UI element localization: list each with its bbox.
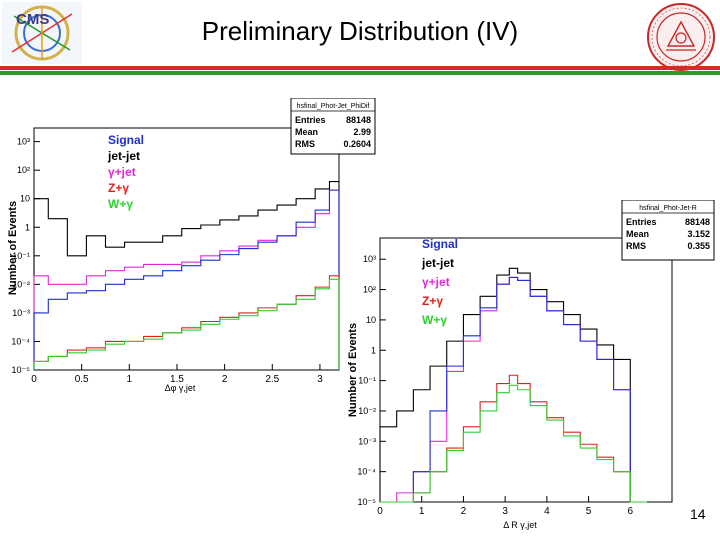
series-signal-line [33, 189, 340, 370]
x-tick-label: 3 [317, 374, 323, 385]
stats-value: 0.355 [687, 241, 710, 251]
y-tick-label: 10⁻⁵ [12, 365, 31, 375]
y-tick-label: 10 [20, 194, 30, 204]
y-tick-label: 10⁻⁵ [358, 497, 377, 507]
series-w-line [380, 384, 647, 503]
x-tick-label: 2.5 [265, 374, 279, 385]
x-tick-label: 2 [222, 374, 228, 385]
page-title: Preliminary Distribution (IV) [201, 16, 519, 46]
y-tick-label: 10⁻¹ [12, 251, 30, 261]
y-tick-label: 10⁻³ [358, 436, 376, 446]
cms-logo: CMS [2, 2, 82, 64]
x-tick-label: 0 [377, 506, 383, 517]
series-jet-line [33, 189, 340, 370]
x-axis-label: Δφ γ,jet [165, 383, 196, 393]
stats-label: RMS [295, 139, 315, 149]
chart-delta-phi-svg: 10³ 10² 10 1 10⁻¹ 10⁻² 10⁻³ 10⁻⁴ 10⁻⁵0 0.5 1 1.5 2 2.… [7, 97, 376, 393]
legend-entry: Z+γ [108, 181, 129, 195]
x-tick-label: 1.5 [170, 374, 184, 385]
stats-box-name: hsfinal_Phot-Jet_PhiDif [297, 103, 370, 110]
y-tick-label: 10⁻⁴ [357, 467, 376, 477]
x-tick-label: 0.5 [75, 374, 89, 385]
x-tick-label: 2 [461, 506, 467, 517]
header-rule-green [0, 71, 720, 75]
stats-box [621, 199, 715, 261]
x-tick-label: 3 [502, 506, 508, 517]
y-tick-label: 10⁻¹ [358, 376, 376, 386]
stats-label: Mean [295, 127, 318, 137]
x-tick-label: 6 [628, 506, 634, 517]
x-tick-label: 1 [419, 506, 425, 517]
stats-label: Mean [626, 229, 649, 239]
y-tick-label: 10⁻² [358, 406, 376, 416]
legend-entry: Z+γ [422, 294, 443, 308]
y-tick-label: 10 [366, 315, 376, 325]
plot-frame [379, 237, 673, 503]
legend-entry: γ+jet [108, 165, 136, 179]
series-w-line [33, 278, 340, 370]
slide-number: 14 [690, 506, 706, 522]
legend-entry: γ+jet [422, 275, 450, 289]
plot-frame [33, 127, 340, 371]
legend-entry: Signal [422, 237, 458, 251]
legend-entry: Signal [108, 133, 144, 147]
y-tick-label: 10³ [363, 254, 376, 264]
legend-entry: W+γ [422, 313, 447, 327]
x-tick-label: 1 [127, 374, 133, 385]
chart-delta-r: 10³ 10² 10 1 10⁻¹ 10⁻² 10⁻³ 10⁻⁴ 10⁻⁵ 0 1 2 3 4 5 6 Δ R … [342, 199, 716, 536]
x-tick-label: 0 [31, 374, 37, 385]
legend-entry: jet-jet [421, 256, 454, 270]
y-tick-label: 10⁻⁴ [11, 336, 30, 346]
legend-entry: jet-jet [107, 149, 140, 163]
y-tick-label: 1 [371, 345, 376, 355]
y-tick-label: 10⁻² [12, 279, 30, 289]
stats-box [290, 97, 376, 155]
university-seal-icon [646, 2, 716, 72]
y-tick-label: 1 [25, 222, 30, 232]
stats-label: Entries [295, 115, 326, 125]
series-signal-line [380, 276, 647, 503]
y-axis-label: Number of Events [347, 323, 359, 417]
header-rule-red [0, 66, 720, 70]
stats-value: 2.99 [353, 127, 371, 137]
x-axis-label: Δ R γ,jet [503, 520, 537, 530]
y-tick-label: 10² [17, 165, 30, 175]
series-jetjet-line [379, 267, 647, 503]
stats-value: 3.152 [687, 229, 710, 239]
chart-delta-r-svg: 10³ 10² 10 1 10⁻¹ 10⁻² 10⁻³ 10⁻⁴ 10⁻⁵0 1 2 3 4 5 6 Δ R … [347, 199, 715, 530]
stats-box-name: hsfinal_Phot-Jet-R [639, 205, 697, 212]
legend-entry: W+γ [108, 197, 133, 211]
stats-value: 0.2604 [343, 139, 371, 149]
stats-value: 88148 [346, 115, 371, 125]
stats-label: Entries [626, 217, 657, 227]
y-tick-label: 10³ [17, 137, 30, 147]
x-tick-label: 4 [544, 506, 550, 517]
x-tick-label: 5 [586, 506, 592, 517]
y-tick-label: 10² [363, 285, 376, 295]
chart-delta-phi: 10³ 10² 10 1 10⁻¹ 10⁻² 10⁻³ 10⁻⁴ 10⁻⁵ 0 0.5 1 1.5 2 2.… [4, 97, 384, 398]
series-jetjet-line [33, 180, 340, 370]
cms-logo-text: CMS [16, 11, 49, 28]
stats-label: RMS [626, 241, 646, 251]
y-axis-label: Number of Events [7, 201, 19, 295]
y-tick-label: 10⁻³ [12, 308, 30, 318]
stats-value: 88148 [685, 217, 710, 227]
